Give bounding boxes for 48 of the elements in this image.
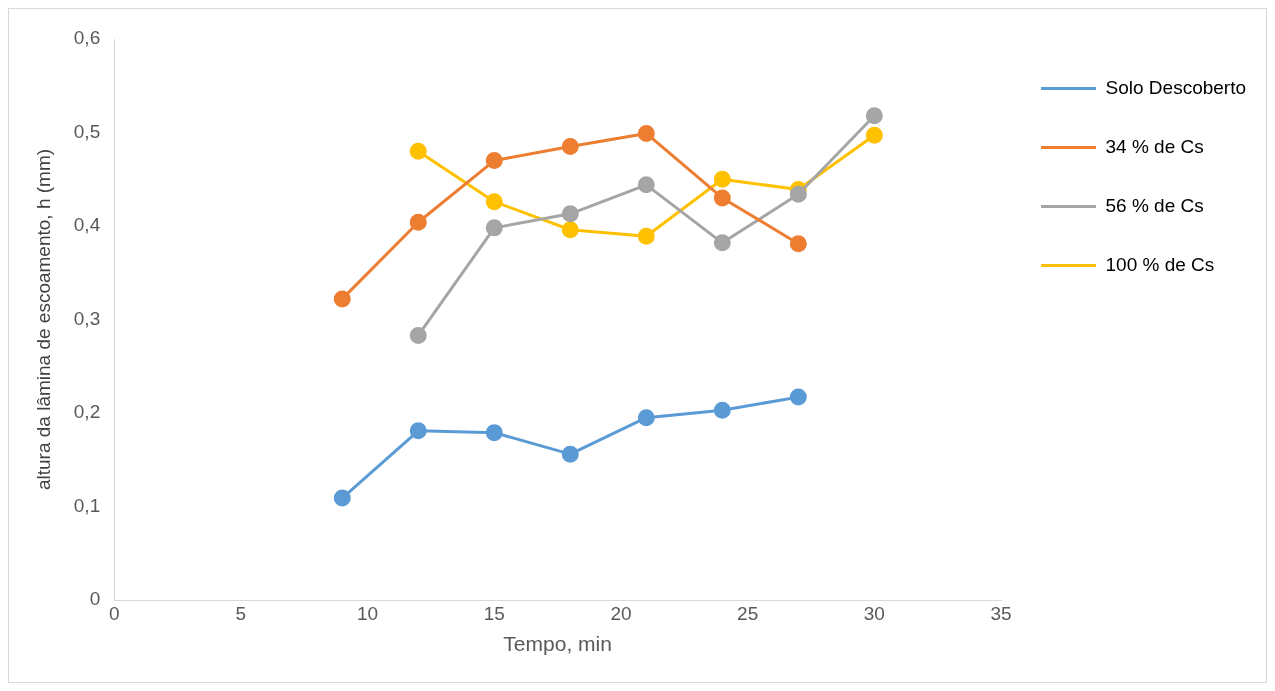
point: [485, 219, 503, 237]
point: [637, 227, 655, 245]
x-axis-title: Tempo, min: [503, 632, 612, 656]
point: [713, 234, 731, 252]
point: [409, 142, 427, 160]
point: [865, 126, 883, 144]
legend-label: 100 % de Cs: [1105, 253, 1215, 275]
point: [485, 193, 503, 211]
point: [865, 107, 883, 125]
point: [409, 326, 427, 344]
point: [409, 422, 427, 440]
point: [713, 189, 731, 207]
point: [713, 401, 731, 419]
y-tick-label: 0,2: [73, 401, 101, 423]
point: [333, 489, 351, 507]
x-tick-label: 10: [357, 602, 379, 624]
point: [409, 213, 427, 231]
point: [561, 445, 579, 463]
y-tick-label: 0,4: [73, 214, 101, 236]
x-tick-label: 25: [737, 602, 759, 624]
point: [485, 152, 503, 170]
x-tick-label: 5: [235, 602, 247, 624]
x-tick-label: 0: [108, 602, 120, 624]
x-tick-label: 15: [483, 602, 505, 624]
legend-label: 56 % de Cs: [1105, 194, 1204, 216]
y-tick-label: 0,5: [73, 120, 101, 142]
x-tick-label: 30: [863, 602, 885, 624]
y-tick-label: 0,6: [73, 27, 101, 49]
point: [485, 424, 503, 442]
x-tick-label: 20: [610, 602, 632, 624]
point: [713, 170, 731, 188]
point: [637, 124, 655, 142]
point: [637, 409, 655, 427]
legend-label: 34 % de Cs: [1105, 135, 1204, 157]
point: [333, 290, 351, 308]
y-tick-label: 0,1: [73, 494, 101, 516]
y-axis-title: altura da lâmina de escoamento, h (mm): [32, 148, 54, 491]
point: [789, 185, 807, 203]
point: [561, 205, 579, 223]
point: [637, 176, 655, 194]
point: [789, 388, 807, 406]
legend-label: Solo Descoberto: [1105, 76, 1246, 98]
point: [789, 235, 807, 253]
point: [561, 138, 579, 156]
x-tick-label: 35: [990, 602, 1012, 624]
y-tick-label: 0,3: [73, 307, 101, 329]
point: [561, 221, 579, 239]
y-tick-label: 0: [89, 588, 101, 610]
